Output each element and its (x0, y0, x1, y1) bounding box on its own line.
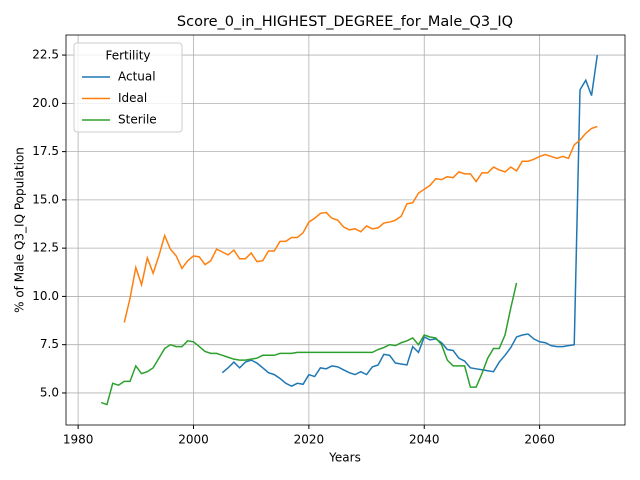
legend-title: Fertility (105, 49, 150, 63)
y-tick-label: 10.0 (32, 289, 59, 303)
y-axis-label: % of Male Q3_IQ Population (13, 147, 27, 313)
data-line (123, 125, 598, 323)
x-tick-label: 1980 (63, 433, 94, 447)
legend-label: Actual (118, 70, 156, 84)
y-tick-label: 7.5 (40, 337, 59, 351)
legend: Fertility Actual Ideal Sterile (73, 42, 183, 133)
y-tick-label: 12.5 (32, 241, 59, 255)
x-tick-label: 2000 (178, 433, 209, 447)
data-line (100, 282, 518, 406)
legend-label: Ideal (118, 91, 147, 105)
legend-label: Sterile (118, 113, 157, 127)
y-tick-label: 15.0 (32, 192, 59, 206)
y-tick-label: 20.0 (32, 96, 59, 110)
x-axis-label: Years (328, 451, 361, 465)
x-tick-label: 2040 (409, 433, 440, 447)
plot-frame (65, 34, 626, 426)
y-tick-label: 5.0 (40, 385, 59, 399)
y-tick-label: 17.5 (32, 144, 59, 158)
x-tick-label: 2020 (294, 433, 325, 447)
y-tick-label: 22.5 (32, 48, 59, 62)
x-tick-label: 2060 (524, 433, 555, 447)
data-line (221, 54, 599, 388)
legend-box (73, 42, 183, 133)
chart-title: Score_0_in_HIGHEST_DEGREE_for_Male_Q3_IQ (177, 14, 513, 30)
